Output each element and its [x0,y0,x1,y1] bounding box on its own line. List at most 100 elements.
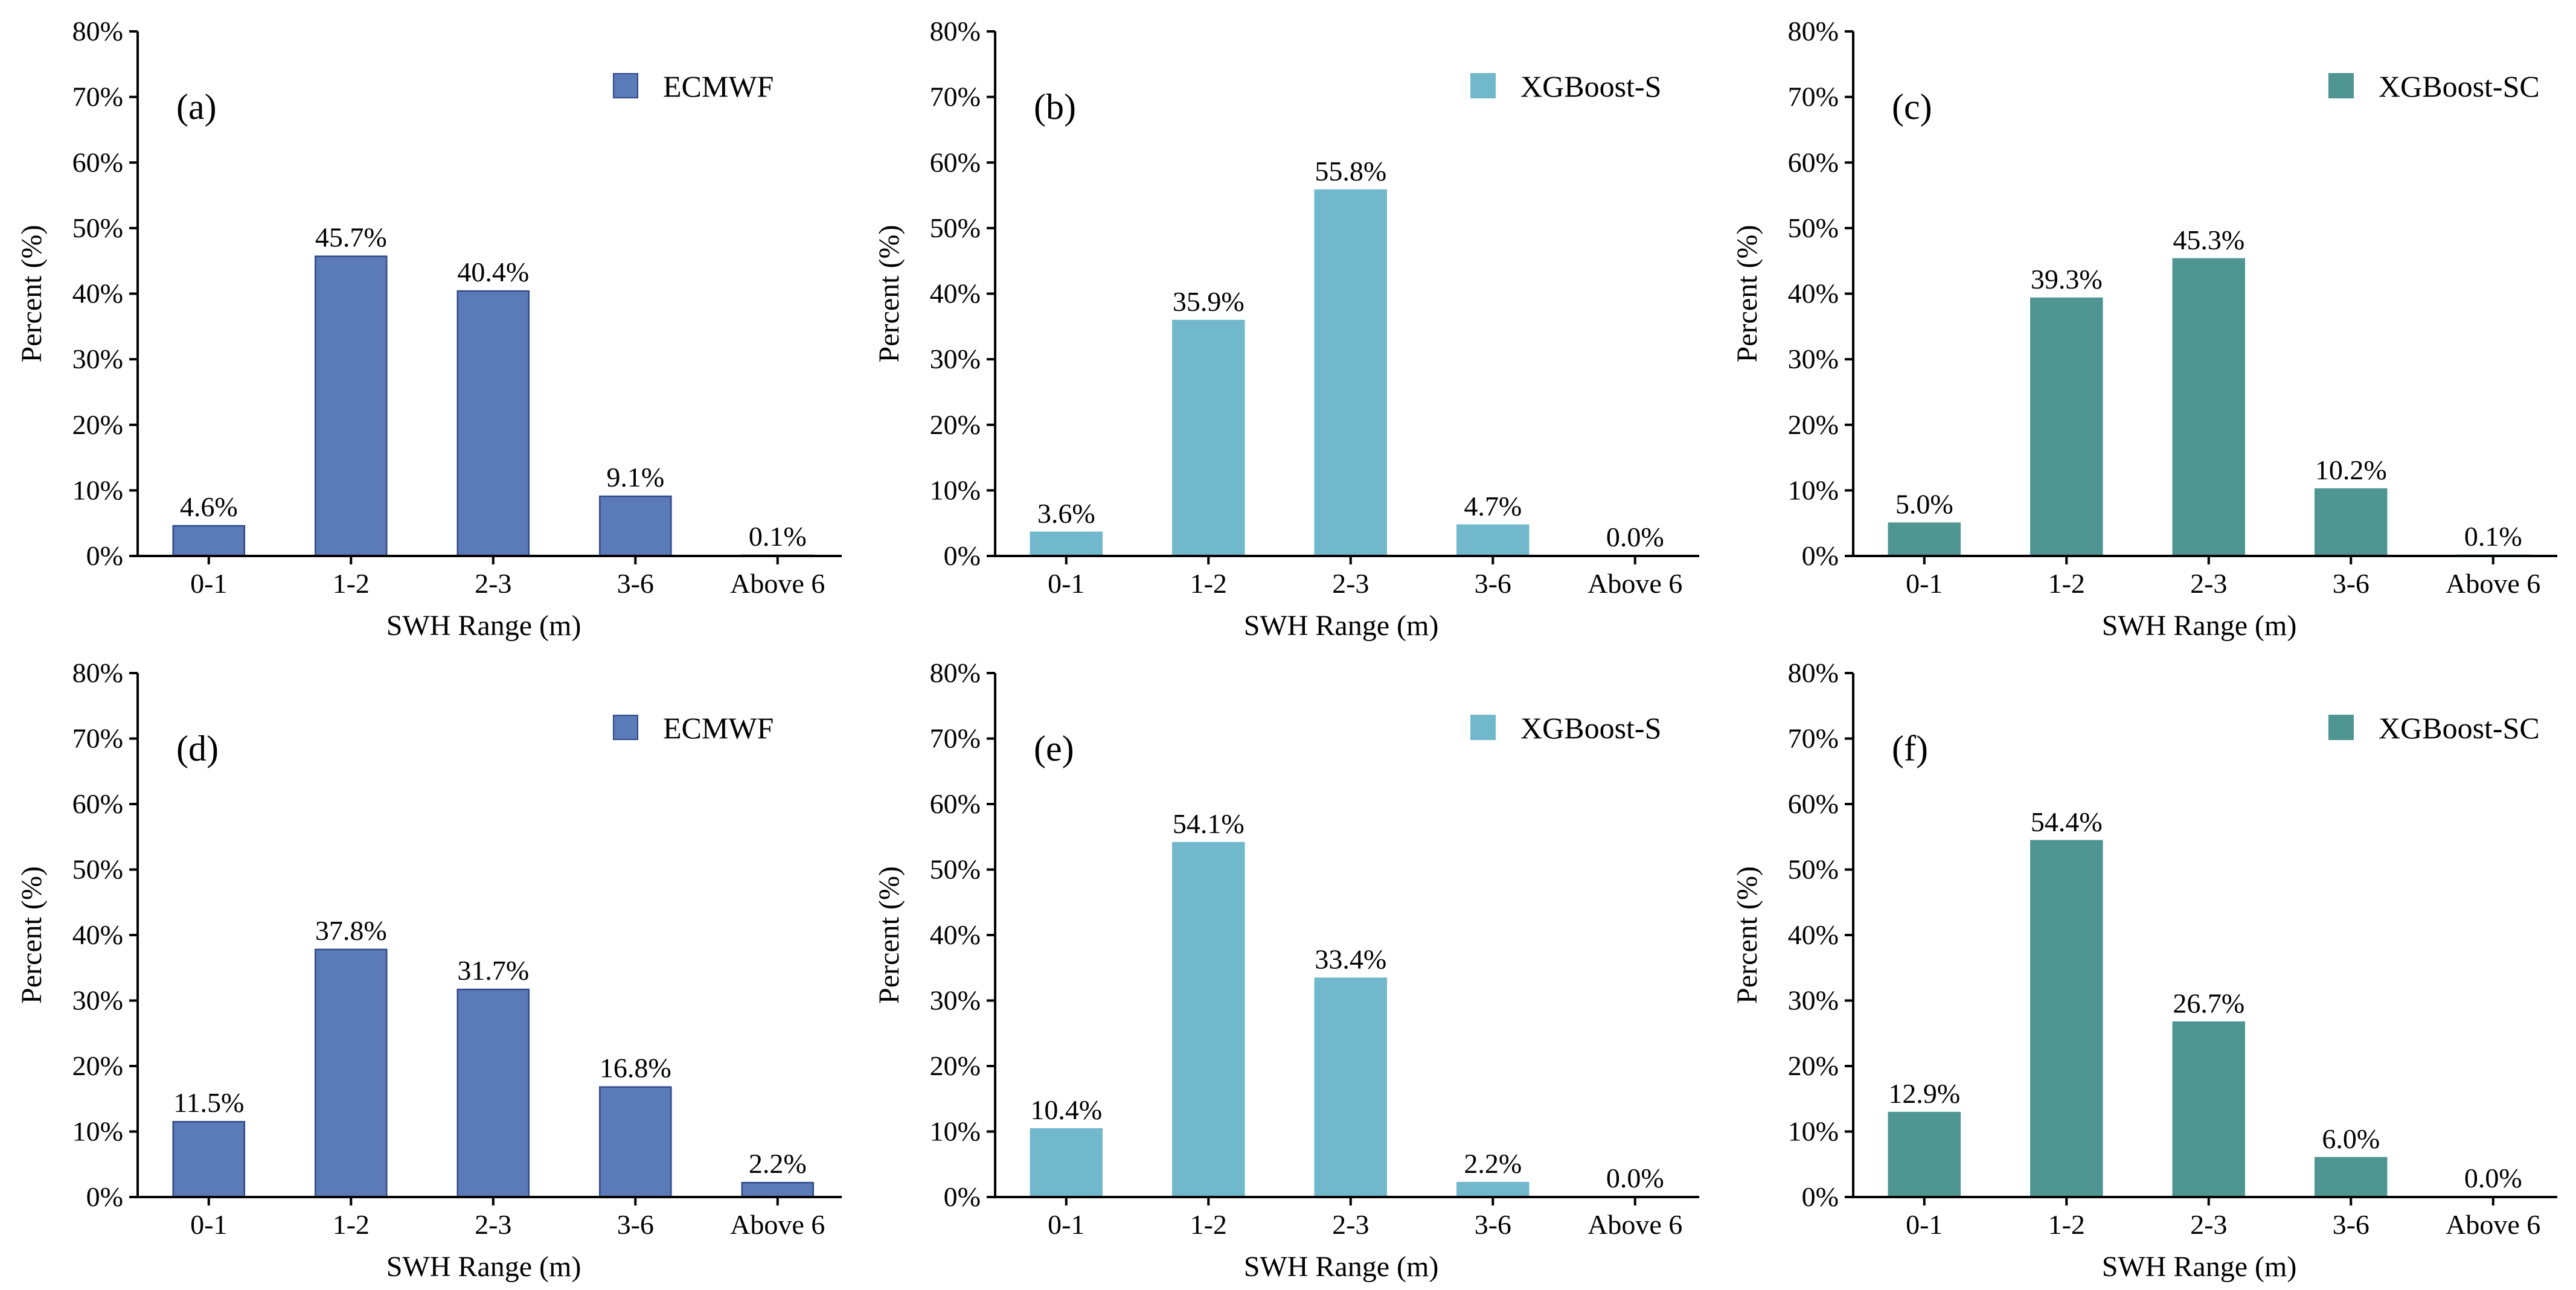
y-tick-label: 70% [930,81,981,112]
y-tick-label: 60% [930,788,981,819]
panel-label: (f) [1892,729,1928,768]
x-tick-label: 2-3 [2190,568,2227,599]
y-tick-label: 70% [930,723,981,754]
legend-swatch [1470,715,1496,740]
bar-2-3[interactable] [1314,189,1387,557]
x-tick-label: Above 6 [1588,1209,1682,1240]
bar-0-1[interactable] [1888,1111,1961,1198]
y-tick-label: 30% [930,343,981,374]
y-tick-label: 10% [930,1116,981,1147]
bar-value-label: 33.4% [1315,944,1386,975]
bar-2-3[interactable] [457,988,530,1198]
y-tick-label: 30% [72,985,123,1016]
bar-value-label: 45.3% [2173,225,2244,255]
x-tick-label: 0-1 [1906,1209,1943,1240]
x-tick-label: 2-3 [475,1209,511,1240]
bar-value-label: 12.9% [1888,1078,1960,1109]
y-tick-label: 10% [1788,1116,1839,1147]
x-tick-label: Above 6 [730,1209,825,1240]
x-tick-label: 3-6 [617,1209,654,1240]
x-tick-label: 1-2 [1190,1209,1227,1240]
x-tick-label: 3-6 [617,568,654,599]
bar-value-label: 11.5% [173,1087,244,1118]
bar-3-6[interactable] [2315,488,2388,557]
subplot-a: 4.6% 45.7% 40.4% 9.1% 0.1% 0% 10% 20% 30% 40% 50% 6… [16,16,842,642]
legend-swatch [2328,715,2354,740]
y-tick-label: 80% [72,657,123,688]
bar-3-6[interactable] [1456,1181,1530,1198]
legend-label: XGBoost-S [1520,69,1661,103]
y-tick-label: 0% [944,540,981,571]
bar-value-label: 0.0% [1606,1163,1664,1193]
bar-1-2[interactable] [1172,841,1245,1198]
y-tick-label: 60% [72,147,123,177]
bar-value-label: 9.1% [606,462,664,493]
bar-2-3[interactable] [2172,258,2245,557]
y-tick-label: 40% [930,919,981,950]
x-axis-title: SWH Range (m) [386,1251,582,1283]
y-tick-label: 30% [1788,985,1839,1016]
bar-value-label: 31.7% [457,955,529,986]
bar-value-label: 0.1% [749,521,807,552]
bar-2-3[interactable] [2172,1021,2245,1198]
y-tick-label: 10% [1788,474,1839,505]
bar-value-label: 45.7% [315,222,387,253]
bar-value-label: 54.4% [2031,806,2103,837]
bar-0-1[interactable] [1030,1128,1103,1198]
bar-value-label: 2.2% [1464,1148,1522,1179]
bar-0-1[interactable] [172,525,245,557]
bar-value-label: 10.4% [1030,1094,1102,1125]
bar-value-label: 6.0% [2322,1123,2380,1154]
bar-2-3[interactable] [1314,977,1387,1198]
subplot-b: 3.6% 35.9% 55.8% 4.7% 0.0% 0% 10% 20% 30% 40% 50% 6… [873,16,1699,642]
y-tick-label: 10% [930,474,981,505]
bar-1-2[interactable] [2030,840,2103,1198]
bar-0-1[interactable] [1888,522,1961,557]
y-tick-label: 40% [1788,919,1839,950]
panel-label: (e) [1034,729,1074,768]
bar-1-2[interactable] [315,948,388,1198]
bar-1-2[interactable] [1172,319,1245,557]
bar-3-6[interactable] [599,495,672,557]
y-tick-label: 50% [930,212,981,243]
y-tick-label: 30% [930,985,981,1016]
y-tick-label: 80% [930,657,981,688]
panel-label: (c) [1892,87,1932,127]
bar-value-label: 2.2% [749,1148,807,1179]
y-tick-label: 20% [1788,1050,1839,1081]
bar-value-label: 54.1% [1173,808,1245,839]
y-tick-label: 80% [930,16,981,46]
bar-3-6[interactable] [1456,524,1530,557]
y-tick-label: 40% [930,278,981,309]
bar-1-2[interactable] [315,255,388,557]
bar-1-2[interactable] [2030,297,2103,557]
x-tick-label: 1-2 [1190,568,1227,599]
legend-label: ECMWF [663,69,774,103]
x-tick-label: 0-1 [1906,568,1943,599]
bar-3-6[interactable] [599,1086,672,1198]
x-tick-label: 2-3 [1332,1209,1369,1240]
y-tick-label: 20% [72,409,123,440]
panel-label: (b) [1034,87,1076,127]
x-tick-label: 3-6 [2333,1209,2369,1240]
bar-3-6[interactable] [2315,1157,2388,1198]
x-axis-title: SWH Range (m) [2102,610,2297,642]
bar-above-6[interactable] [741,1181,814,1198]
subplot-e: 10.4% 54.1% 33.4% 2.2% 0.0% 0% 10% 20% 30% 40% 50%… [873,657,1699,1283]
x-tick-label: Above 6 [2446,568,2540,599]
bar-0-1[interactable] [1030,531,1103,557]
x-tick-label: 2-3 [2190,1209,2227,1240]
bar-value-label: 55.8% [1315,156,1386,187]
bar-2-3[interactable] [457,290,530,557]
y-tick-label: 60% [1788,788,1839,819]
y-tick-label: 0% [86,540,123,571]
x-tick-label: 0-1 [1048,568,1085,599]
y-tick-label: 10% [72,1116,123,1147]
legend-swatch [2328,73,2354,98]
bar-0-1[interactable] [172,1120,245,1198]
y-tick-label: 20% [72,1050,123,1081]
y-tick-label: 60% [930,147,981,177]
y-tick-label: 20% [930,409,981,440]
bar-value-label: 26.7% [2173,988,2244,1018]
panel-label: (a) [176,87,217,127]
